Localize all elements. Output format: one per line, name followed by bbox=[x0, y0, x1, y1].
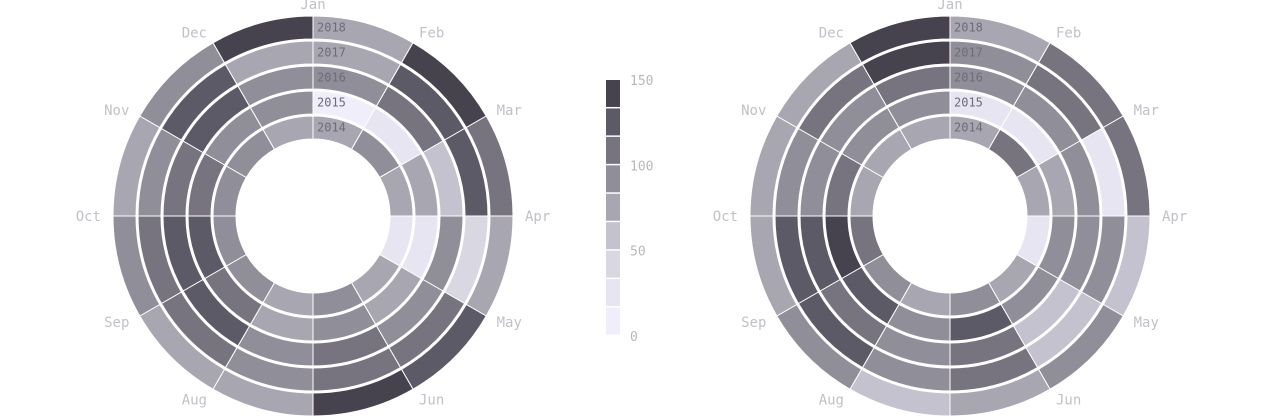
month-label-jun: Jun bbox=[419, 393, 444, 409]
cell-2014-dec[interactable] bbox=[262, 115, 314, 150]
legend-swatch bbox=[606, 279, 620, 307]
month-label-oct: Oct bbox=[713, 209, 738, 225]
cell-2016-dec[interactable] bbox=[237, 65, 314, 107]
legend-tick-label: 100 bbox=[630, 159, 653, 174]
year-label: 2014 bbox=[954, 121, 983, 135]
month-label-dec: Dec bbox=[182, 25, 207, 41]
month-label-aug: Aug bbox=[182, 393, 207, 409]
radial-chart-right: 20142015201620172018JanFebMarAprMayJunJu… bbox=[713, 0, 1187, 417]
cell-2015-dec[interactable] bbox=[249, 90, 314, 129]
year-label: 2015 bbox=[317, 96, 346, 110]
legend-swatch bbox=[606, 193, 620, 221]
legend-swatch bbox=[606, 307, 620, 335]
legend-swatch bbox=[606, 165, 620, 193]
month-label-aug: Aug bbox=[819, 393, 844, 409]
year-label: 2017 bbox=[954, 46, 983, 60]
month-label-feb: Feb bbox=[1056, 25, 1081, 41]
legend-swatch bbox=[606, 80, 620, 107]
cell-2018-dec[interactable] bbox=[849, 15, 951, 64]
month-label-dec: Dec bbox=[819, 25, 844, 41]
month-label-apr: Apr bbox=[1162, 209, 1187, 225]
legend-tick-label: 0 bbox=[630, 330, 638, 345]
year-label: 2018 bbox=[954, 21, 983, 35]
legend-swatch bbox=[606, 108, 620, 136]
legend-swatch bbox=[606, 222, 620, 250]
month-label-oct: Oct bbox=[76, 209, 101, 225]
month-label-mar: Mar bbox=[1134, 103, 1159, 119]
month-label-sep: Sep bbox=[104, 315, 129, 331]
year-label: 2016 bbox=[954, 71, 983, 85]
year-label: 2015 bbox=[954, 96, 983, 110]
cell-2017-dec[interactable] bbox=[861, 40, 951, 86]
month-label-feb: Feb bbox=[419, 25, 444, 41]
year-label: 2017 bbox=[317, 46, 346, 60]
cell-2017-dec[interactable] bbox=[224, 40, 314, 86]
legend-swatch bbox=[606, 250, 620, 278]
month-label-jan: Jan bbox=[300, 0, 325, 13]
year-label: 2014 bbox=[317, 121, 346, 135]
legend-swatch bbox=[606, 136, 620, 164]
legend-tick-label: 50 bbox=[630, 245, 646, 260]
month-label-may: May bbox=[497, 315, 522, 331]
month-label-nov: Nov bbox=[104, 103, 129, 119]
month-label-may: May bbox=[1134, 315, 1159, 331]
cell-2015-dec[interactable] bbox=[886, 90, 951, 129]
month-label-mar: Mar bbox=[497, 103, 522, 119]
year-label: 2018 bbox=[317, 21, 346, 35]
year-label: 2016 bbox=[317, 71, 346, 85]
month-label-sep: Sep bbox=[741, 315, 766, 331]
month-label-jun: Jun bbox=[1056, 393, 1081, 409]
color-legend: 150 100 50 0 bbox=[606, 74, 653, 345]
month-label-jan: Jan bbox=[937, 0, 962, 13]
cell-2018-dec[interactable] bbox=[212, 15, 314, 64]
month-label-apr: Apr bbox=[525, 209, 550, 225]
legend-tick-label: 150 bbox=[630, 74, 653, 89]
month-label-nov: Nov bbox=[741, 103, 766, 119]
cell-2016-dec[interactable] bbox=[874, 65, 951, 107]
radial-chart-left: 20142015201620172018JanFebMarAprMayJunJu… bbox=[76, 0, 550, 417]
cell-2014-dec[interactable] bbox=[899, 115, 951, 150]
